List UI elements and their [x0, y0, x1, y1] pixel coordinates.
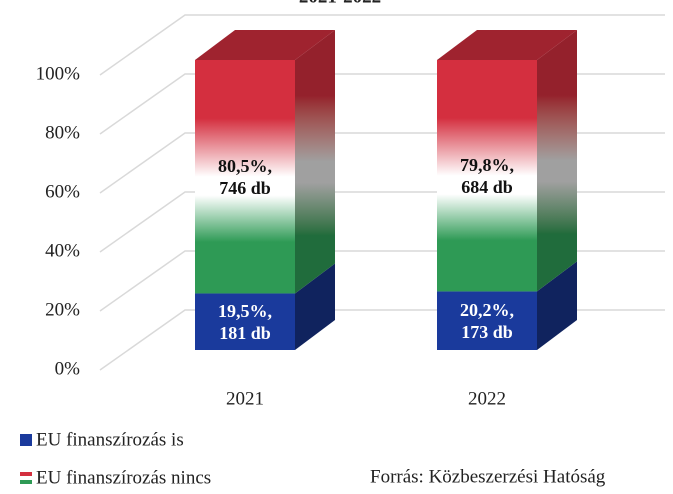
- x-tick-label: 2021: [226, 388, 264, 409]
- grid-line: [99, 132, 665, 194]
- value-label: 20,2%, 173 db: [460, 299, 514, 342]
- bar-segment: [195, 60, 295, 294]
- bar-segment: [437, 60, 537, 292]
- grid-line: [99, 309, 665, 371]
- bar-side: [537, 30, 577, 292]
- bar-segment: [195, 293, 295, 350]
- y-tick-label: 40%: [45, 240, 80, 261]
- source: Forrás: Közbeszerzési Hatóság: [370, 466, 606, 487]
- y-tick-label: 100%: [36, 63, 81, 84]
- grid-line: [99, 250, 665, 312]
- bar-side: [295, 263, 335, 350]
- bar-side: [537, 261, 577, 350]
- legend-swatch: [20, 476, 32, 480]
- value-label: 79,8%, 684 db: [460, 154, 514, 197]
- chart-title: 2021-2022: [299, 0, 381, 7]
- value-label: 19,5%, 181 db: [218, 300, 272, 343]
- y-tick-label: 20%: [45, 299, 80, 320]
- bar-top: [437, 30, 577, 60]
- legend-label: EU finanszírozás nincs: [36, 467, 211, 488]
- grid-line: [99, 14, 665, 76]
- grid-line: [99, 191, 665, 253]
- y-tick-label: 80%: [45, 122, 80, 143]
- bar-segment: [437, 291, 537, 350]
- legend-label: EU finanszírozás is: [36, 429, 184, 450]
- y-tick-label: 0%: [55, 358, 81, 379]
- bar-side: [295, 30, 335, 294]
- bar-top: [195, 30, 335, 60]
- legend-swatch: [20, 434, 32, 446]
- value-label: 80,5%, 746 db: [218, 155, 272, 198]
- y-tick-label: 60%: [45, 181, 80, 202]
- x-tick-label: 2022: [468, 388, 506, 409]
- legend-swatch: [20, 480, 32, 484]
- legend-swatch: [20, 472, 32, 476]
- grid-line: [99, 73, 665, 135]
